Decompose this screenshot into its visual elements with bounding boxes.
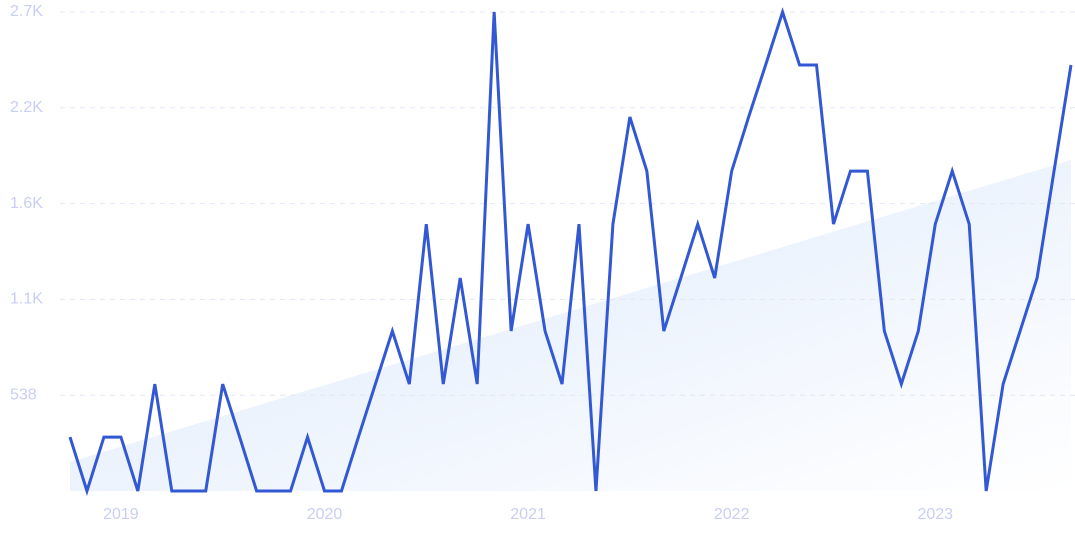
data-line — [68, 7, 1073, 496]
trend-area — [70, 160, 1071, 491]
x-tick-label: 2021 — [510, 506, 546, 523]
x-tick-label: 2019 — [103, 506, 139, 523]
y-tick-label: 2.2K — [10, 99, 43, 116]
x-tick-label: 2022 — [714, 506, 750, 523]
y-tick-label: 1.6K — [10, 195, 43, 212]
x-tick-label: 2023 — [917, 506, 953, 523]
y-tick-label: 2.7K — [10, 3, 43, 20]
y-tick-label: 1.1K — [10, 291, 43, 308]
x-tick-label: 2020 — [307, 506, 343, 523]
y-tick-label: 538 — [10, 386, 37, 403]
